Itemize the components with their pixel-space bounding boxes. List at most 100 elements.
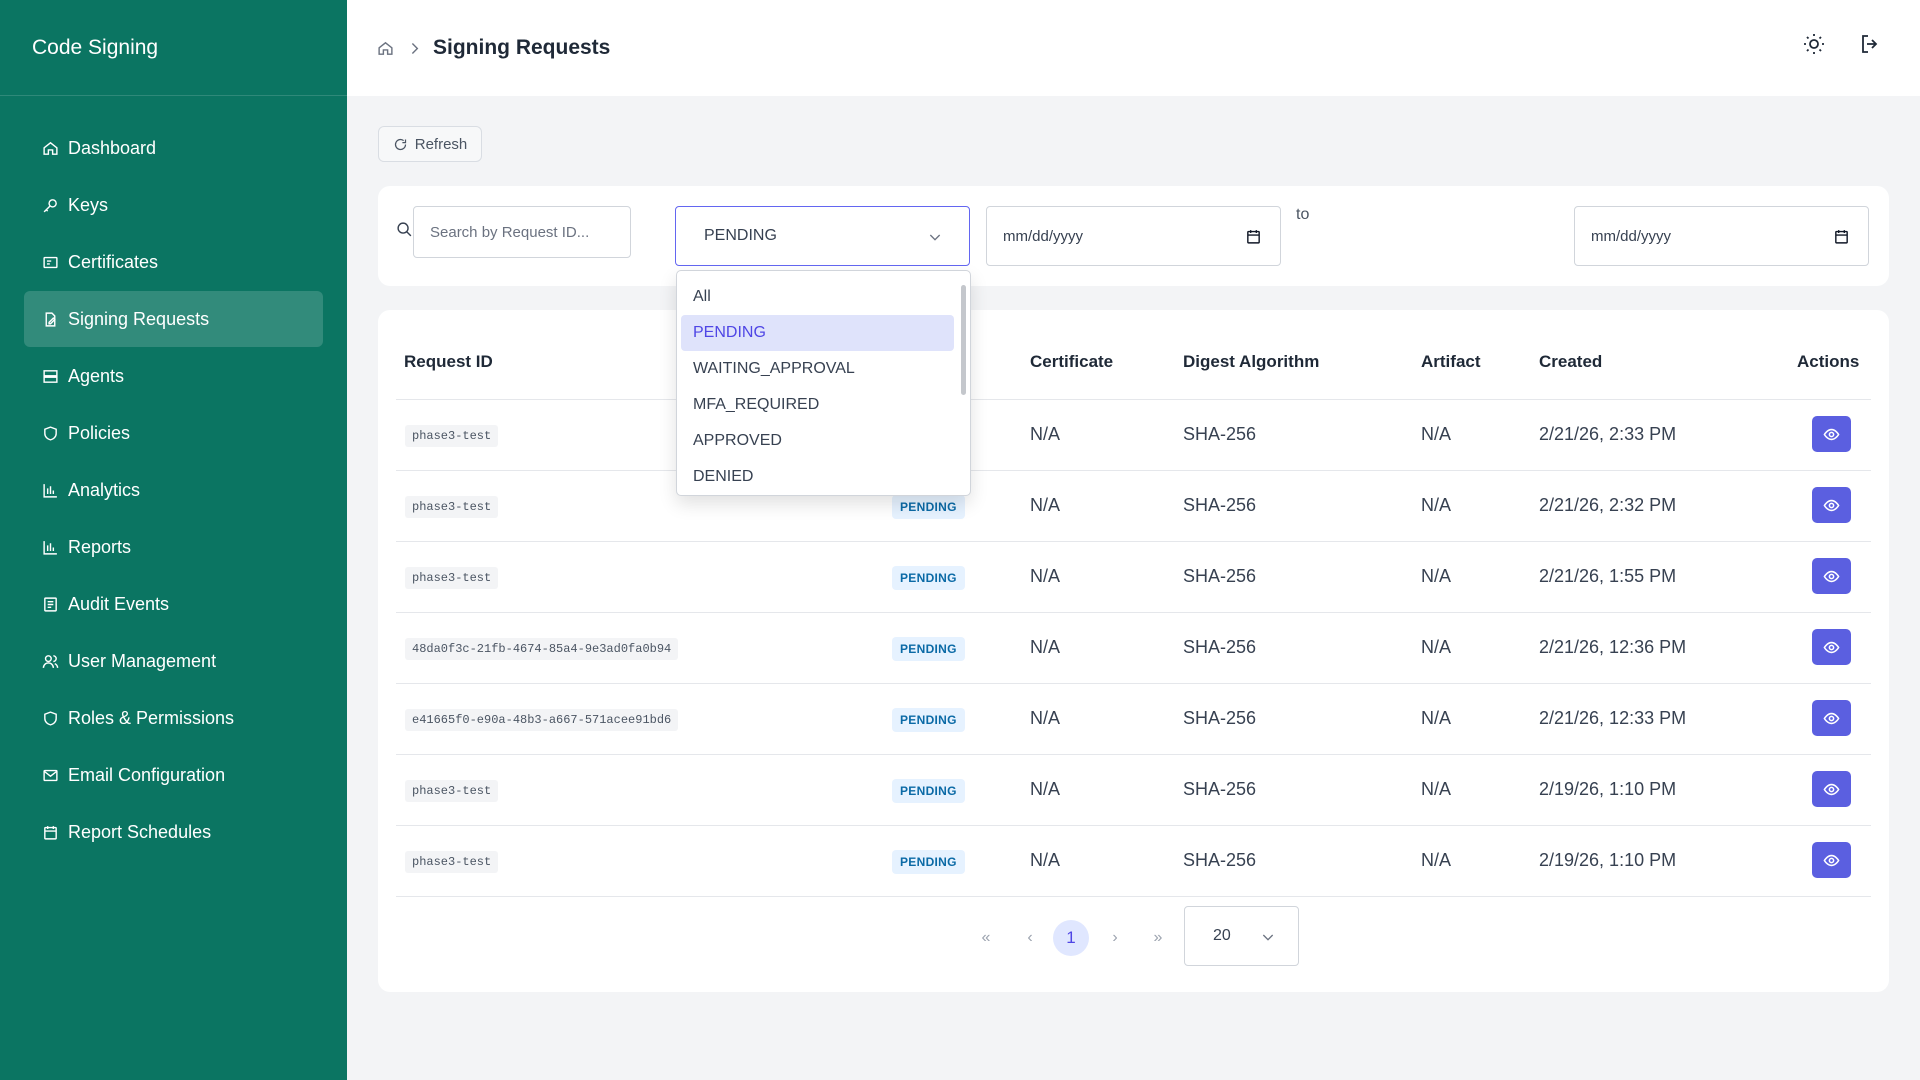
chevron-down-icon	[929, 234, 941, 241]
sun-icon[interactable]	[1802, 32, 1826, 56]
page-size-select[interactable]: 20	[1184, 906, 1299, 966]
refresh-button[interactable]: Refresh	[378, 126, 482, 162]
request-id: phase3-test	[405, 425, 499, 447]
status-dropdown-menu: All PENDING WAITING_APPROVAL MFA_REQUIRE…	[676, 270, 971, 496]
view-request-button[interactable]	[1812, 487, 1851, 523]
page-1-button[interactable]: 1	[1053, 920, 1089, 956]
refresh-icon	[394, 138, 406, 150]
first-page-button[interactable]: «	[981, 929, 991, 946]
status-option-pending[interactable]: PENDING	[681, 315, 954, 351]
previous-page-button[interactable]: ‹	[1027, 929, 1033, 946]
created-cell: 2/21/26, 12:33 PM	[1539, 708, 1687, 728]
eye-icon	[1823, 712, 1840, 724]
sidebar-item-roles-permissions[interactable]: Roles & Permissions	[24, 690, 323, 746]
artifact-cell: N/A	[1421, 637, 1452, 657]
sidebar-item-report-schedules[interactable]: Report Schedules	[24, 804, 323, 860]
created-cell: 2/21/26, 2:33 PM	[1539, 424, 1677, 444]
sidebar-item-label: Audit Events	[68, 593, 170, 614]
shield-icon	[44, 425, 57, 441]
page-size-value: 20	[1213, 927, 1231, 944]
status-filter-select[interactable]: PENDING	[675, 206, 970, 266]
certificate-icon	[43, 256, 58, 268]
status-option-waiting-approval[interactable]: WAITING_APPROVAL	[693, 360, 855, 377]
calendar-icon[interactable]	[1833, 228, 1850, 245]
digest-algorithm-cell: SHA-256	[1183, 495, 1257, 515]
status-option-mfa-required[interactable]: MFA_REQUIRED	[693, 396, 820, 413]
date-to-input[interactable]: mm/dd/yyyy	[1574, 206, 1869, 266]
created-cell: 2/19/26, 1:10 PM	[1539, 779, 1677, 799]
chevron-down-icon	[1262, 934, 1274, 941]
sidebar-item-policies[interactable]: Policies	[24, 405, 323, 461]
column-header-artifact[interactable]: Artifact	[1421, 352, 1481, 371]
created-cell: 2/21/26, 12:36 PM	[1539, 637, 1687, 657]
column-header-certificate[interactable]: Certificate	[1030, 352, 1114, 371]
artifact-cell: N/A	[1421, 495, 1452, 515]
logout-icon[interactable]	[1858, 32, 1882, 56]
view-request-button[interactable]	[1812, 558, 1851, 594]
view-request-button[interactable]	[1812, 771, 1851, 807]
sidebar-item-signing-requests[interactable]: Signing Requests	[24, 291, 323, 347]
sidebar-item-keys[interactable]: Keys	[24, 177, 323, 233]
table-row[interactable]: phase3-test PENDING N/A SHA-256 N/A 2/19/26, …	[396, 755, 1871, 826]
certificate-cell: N/A	[1030, 779, 1061, 799]
sidebar-item-label: Certificates	[68, 251, 159, 272]
sidebar-item-label: Email Configuration	[68, 764, 226, 785]
sidebar-nav: Dashboard Keys Certificates Signing Requ…	[0, 96, 347, 860]
bar-chart-icon	[43, 540, 57, 555]
key-icon	[43, 198, 57, 212]
request-id: phase3-test	[405, 780, 499, 802]
sidebar-item-email-configuration[interactable]: Email Configuration	[24, 747, 323, 803]
digest-algorithm-cell: SHA-256	[1183, 779, 1257, 799]
created-cell: 2/19/26, 1:10 PM	[1539, 850, 1677, 870]
sidebar-item-dashboard[interactable]: Dashboard	[24, 120, 323, 176]
eye-icon	[1823, 499, 1840, 511]
calendar-icon[interactable]	[1245, 228, 1262, 245]
sidebar-item-label: Report Schedules	[68, 821, 212, 842]
home-icon	[43, 141, 58, 155]
sidebar-item-agents[interactable]: Agents	[24, 348, 323, 404]
users-icon	[42, 654, 59, 668]
request-id: e41665f0-e90a-48b3-a667-571acee91bd6	[405, 709, 679, 731]
column-header-created[interactable]: Created	[1539, 352, 1603, 371]
table-row[interactable]: 48da0f3c-21fb-4674-85a4-9e3ad0fa0b94 PEND…	[396, 613, 1871, 684]
table-row[interactable]: phase3-testPENDINGN/ASHA-256N/A2/21/26, …	[396, 400, 1871, 471]
sidebar-item-user-management[interactable]: User Management	[24, 633, 323, 689]
pagination: « ‹ 1 › » 20	[378, 906, 1889, 966]
sidebar-item-certificates[interactable]: Certificates	[24, 234, 323, 290]
status-option-approved[interactable]: APPROVED	[693, 432, 782, 449]
sidebar: Code Signing Dashboard Keys Certificates…	[0, 0, 347, 1080]
request-id: phase3-test	[405, 496, 499, 518]
table-row[interactable]: phase3-test PENDING N/A SHA-256 N/A 2/19/26, …	[396, 826, 1871, 897]
top-header: Signing Requests	[347, 0, 1920, 96]
sidebar-item-audit-events[interactable]: Audit Events	[24, 576, 323, 632]
calendar-icon	[44, 825, 57, 840]
next-page-button[interactable]: ›	[1112, 929, 1118, 946]
home-icon[interactable]	[377, 40, 394, 57]
refresh-label: Refresh	[414, 135, 468, 153]
certificate-cell: N/A	[1030, 708, 1061, 728]
view-request-button[interactable]	[1812, 629, 1851, 665]
status-option-all[interactable]: All	[693, 288, 711, 305]
table-row[interactable]: e41665f0-e90a-48b3-a667-571acee91bd6 PEND…	[396, 684, 1871, 755]
shield-icon	[44, 710, 57, 726]
column-header-digest-algorithm[interactable]: Digest Algorithm	[1183, 352, 1320, 371]
status-option-denied[interactable]: DENIED	[693, 468, 754, 485]
search-icon	[397, 222, 412, 237]
sidebar-item-reports[interactable]: Reports	[24, 519, 323, 575]
column-header-request-id[interactable]: Request ID	[404, 352, 493, 371]
sidebar-item-label: Analytics	[68, 479, 141, 500]
view-request-button[interactable]	[1812, 416, 1851, 452]
dropdown-scrollbar[interactable]	[961, 285, 966, 395]
digest-algorithm-cell: SHA-256	[1183, 637, 1257, 657]
last-page-button[interactable]: »	[1153, 929, 1163, 946]
server-icon	[43, 369, 58, 383]
search-input[interactable]	[413, 206, 631, 258]
view-request-button[interactable]	[1812, 842, 1851, 878]
certificate-cell: N/A	[1030, 566, 1061, 586]
sidebar-item-analytics[interactable]: Analytics	[24, 462, 323, 518]
date-from-input[interactable]: mm/dd/yyyy	[986, 206, 1281, 266]
chevron-right-icon	[411, 42, 419, 54]
view-request-button[interactable]	[1812, 700, 1851, 736]
